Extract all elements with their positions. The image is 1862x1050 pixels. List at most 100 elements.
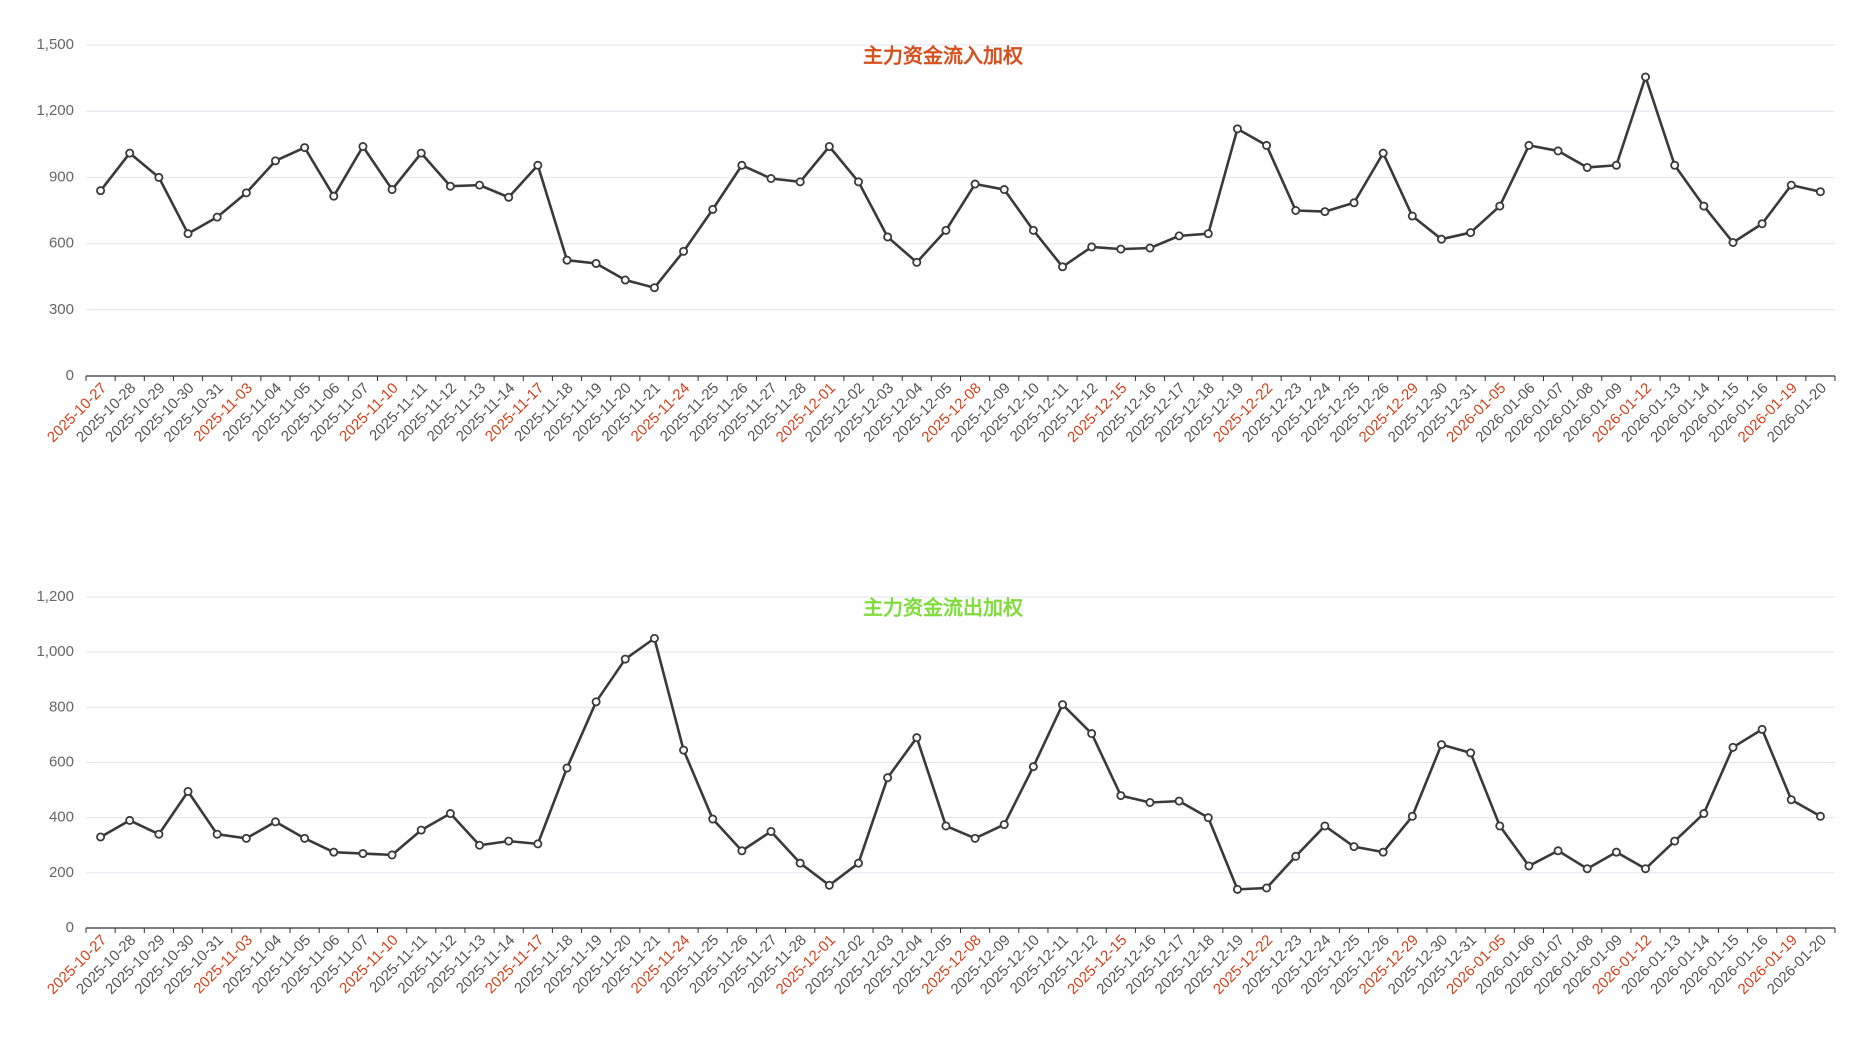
data-point xyxy=(1611,160,1621,170)
data-point xyxy=(533,839,543,849)
data-point xyxy=(1815,811,1825,821)
data-point xyxy=(212,829,222,839)
data-point xyxy=(154,829,164,839)
data-point xyxy=(1582,162,1592,172)
data-point xyxy=(1262,883,1272,893)
data-point xyxy=(125,148,135,158)
data-point xyxy=(125,815,135,825)
y-tick-label: 1,000 xyxy=(36,643,74,660)
data-point xyxy=(329,191,339,201)
data-point xyxy=(795,177,805,187)
data-point xyxy=(562,763,572,773)
series-line xyxy=(99,75,1821,290)
data-point xyxy=(329,847,339,857)
data-point xyxy=(883,232,893,242)
data-point xyxy=(387,185,397,195)
data-point xyxy=(475,840,485,850)
data-point xyxy=(1641,72,1651,82)
data-point xyxy=(183,229,193,239)
y-tick-label: 400 xyxy=(49,809,74,826)
data-point xyxy=(1670,836,1680,846)
data-point xyxy=(795,858,805,868)
data-point xyxy=(475,180,485,190)
data-point xyxy=(1786,795,1796,805)
data-point xyxy=(1466,748,1476,758)
data-point xyxy=(1349,198,1359,208)
data-point xyxy=(591,258,601,268)
data-point xyxy=(1436,234,1446,244)
y-tick-label: 0 xyxy=(66,919,74,936)
data-point xyxy=(708,204,718,214)
series-line xyxy=(99,637,1822,891)
data-point xyxy=(1028,762,1038,772)
data-point xyxy=(649,283,659,293)
y-tick-label: 600 xyxy=(49,235,74,252)
y-tick-label: 1,200 xyxy=(36,102,74,119)
data-point xyxy=(1466,228,1476,238)
data-point xyxy=(1611,847,1621,857)
data-point xyxy=(737,160,747,170)
data-point xyxy=(1582,864,1592,874)
data-point xyxy=(591,697,601,707)
data-point xyxy=(270,156,280,166)
data-point xyxy=(1058,700,1068,710)
data-point xyxy=(154,172,164,182)
data-point xyxy=(883,773,893,783)
data-point xyxy=(1699,809,1709,819)
data-point xyxy=(1320,821,1330,831)
data-point xyxy=(708,814,718,824)
data-point xyxy=(300,833,310,843)
data-point xyxy=(1815,187,1825,197)
data-point xyxy=(970,833,980,843)
data-point xyxy=(1028,225,1038,235)
data-point xyxy=(1378,148,1388,158)
data-point xyxy=(1728,237,1738,247)
data-point xyxy=(241,833,251,843)
data-point xyxy=(1436,740,1446,750)
chart-title: 主力资金流出加权 xyxy=(863,596,1024,620)
y-tick-label: 800 xyxy=(49,698,74,715)
data-point xyxy=(1232,124,1242,134)
data-point xyxy=(270,817,280,827)
data-point xyxy=(504,192,514,202)
data-point xyxy=(1291,851,1301,861)
data-point xyxy=(1116,244,1126,254)
data-point xyxy=(1058,262,1068,272)
y-tick-label: 300 xyxy=(49,301,74,318)
data-point xyxy=(1116,791,1126,801)
data-point xyxy=(1524,140,1534,150)
data-point xyxy=(1087,729,1097,739)
data-point xyxy=(824,142,834,152)
data-point xyxy=(766,174,776,184)
data-point xyxy=(941,225,951,235)
data-point xyxy=(999,820,1009,830)
data-point xyxy=(1757,724,1767,734)
data-point xyxy=(1203,229,1213,239)
data-point xyxy=(358,142,368,152)
data-point xyxy=(853,177,863,187)
data-point xyxy=(562,255,572,265)
data-point xyxy=(853,858,863,868)
data-point xyxy=(533,160,543,170)
data-point xyxy=(387,850,397,860)
y-tick-label: 0 xyxy=(66,367,74,384)
data-point xyxy=(679,745,689,755)
data-point xyxy=(999,185,1009,195)
data-point xyxy=(1407,811,1417,821)
data-point xyxy=(1786,180,1796,190)
data-point xyxy=(1145,243,1155,253)
data-point xyxy=(1378,847,1388,857)
data-point xyxy=(96,832,106,842)
data-point xyxy=(504,836,514,846)
data-point xyxy=(1495,201,1505,211)
data-point xyxy=(912,257,922,267)
data-point xyxy=(766,826,776,836)
y-tick-label: 1,200 xyxy=(36,588,74,605)
data-point xyxy=(620,654,630,664)
data-point xyxy=(649,633,659,643)
data-point xyxy=(1320,207,1330,217)
y-tick-label: 200 xyxy=(49,864,74,881)
data-point xyxy=(416,825,426,835)
data-point xyxy=(679,246,689,256)
data-point xyxy=(1670,160,1680,170)
